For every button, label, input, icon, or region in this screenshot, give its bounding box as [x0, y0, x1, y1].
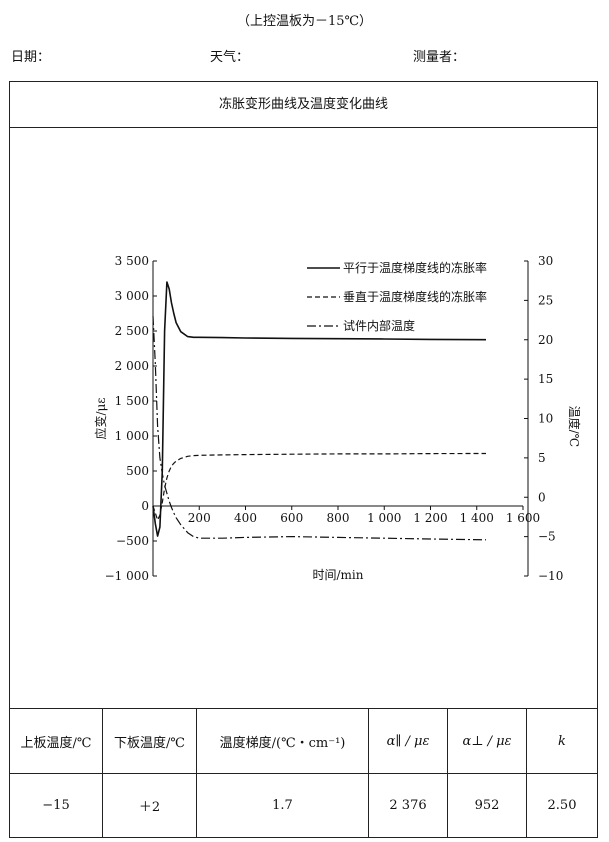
date-label: 日期：	[11, 50, 51, 65]
value-cell-upper-temp: −15	[10, 773, 103, 837]
x-tick-label: 1 200	[413, 511, 447, 525]
x-tick-label: 200	[188, 511, 211, 525]
series-line-2	[152, 452, 487, 521]
legend-label-2: 垂直于温度梯度线的冻胀率	[343, 289, 487, 304]
header-cell-gradient: 温度梯度/(℃・cm⁻¹)	[196, 708, 369, 774]
header-cell-k: k	[526, 708, 597, 774]
x-tick-label: 1 000	[367, 511, 401, 525]
series-line-1	[152, 281, 487, 537]
y-left-tick-label: 3 500	[115, 254, 149, 268]
y-right-tick-label: 25	[538, 293, 553, 307]
y-left-tick-label: −500	[116, 534, 149, 548]
y-left-tick-label: −1 000	[105, 569, 149, 583]
y-right-tick-label: −5	[538, 530, 556, 544]
y-left-tick-label: 1 500	[115, 394, 149, 408]
y2-axis-label: 温度/℃	[567, 406, 582, 447]
section-title: 冻胀变形曲线及温度变化曲线	[10, 82, 597, 128]
legend-label-3: 试件内部温度	[343, 318, 415, 333]
value-cell-k: 2.50	[526, 773, 597, 837]
y-axis-label: 应变/με	[93, 397, 108, 439]
record-frame: 冻胀变形曲线及温度变化曲线 3 500 3 000 2 500 2 000 1 500 1…	[9, 81, 598, 838]
y-right-tick-label: 5	[538, 451, 546, 465]
series-line-3	[152, 316, 487, 541]
value-cell-alpha-perpendicular: 952	[447, 773, 527, 837]
value-cell-gradient: 1.7	[196, 773, 369, 837]
y-left-tick-label: 1 000	[115, 429, 149, 443]
header-cell-alpha-parallel: α∥ / με	[368, 708, 448, 774]
value-cell-lower-temp: ＋2	[102, 773, 197, 837]
header-cell-upper-temp: 上板温度/℃	[10, 708, 103, 774]
legend-label-1: 平行于温度梯度线的冻胀率	[343, 260, 487, 275]
parameter-table: 上板温度/℃ 下板温度/℃ 温度梯度/(℃・cm⁻¹) α∥ / με α⊥ /…	[10, 708, 597, 837]
weather-label: 天气：	[210, 50, 250, 65]
x-tick-label: 1 600	[506, 511, 540, 525]
y-left-tick-label: 2 500	[115, 324, 149, 338]
x-tick-label: 600	[280, 511, 303, 525]
y-right-tick-label: 30	[538, 254, 553, 268]
y-left-tick-label: 2 000	[115, 359, 149, 373]
header-cell-alpha-perpendicular: α⊥ / με	[447, 708, 527, 774]
strain-temperature-chart: 3 500 3 000 2 500 2 000 1 500 1 000 500 0 −500 −1…	[93, 254, 582, 583]
y-left-tick-label: 0	[141, 499, 149, 513]
top-note: （上控温板为－15℃）	[236, 14, 373, 29]
y-right-tick-label: 0	[538, 490, 546, 504]
x-tick-label: 400	[234, 511, 257, 525]
x-tick-label: 1 400	[460, 511, 494, 525]
surveyor-label: 测量者：	[413, 50, 466, 65]
x-tick-label: 800	[327, 511, 350, 525]
y-right-tick-label: 20	[538, 333, 553, 347]
y-left-tick-label: 3 000	[115, 289, 149, 303]
y-right-tick-label: 10	[538, 412, 553, 426]
value-cell-alpha-parallel: 2 376	[368, 773, 448, 837]
y-right-tick-label: −10	[538, 569, 563, 583]
y-left-tick-label: 500	[126, 464, 149, 478]
x-axis-label: 时间/min	[313, 568, 364, 582]
header-cell-lower-temp: 下板温度/℃	[102, 708, 197, 774]
y-right-tick-label: 15	[538, 372, 553, 386]
